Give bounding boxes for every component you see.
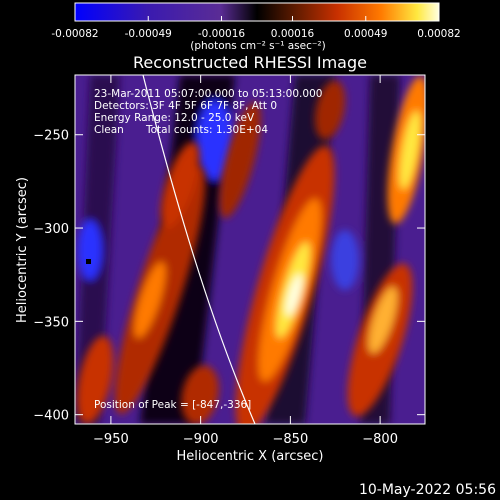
x-tick-label: −800 <box>362 432 398 447</box>
chart-title: Reconstructed RHESSI Image <box>133 53 367 72</box>
x-tick-label: −950 <box>93 432 129 447</box>
ridge-mid <box>219 101 261 219</box>
colorbar-ticks: -0.00082 -0.00049 -0.00016 0.00016 0.00049 0.… <box>51 16 461 40</box>
ridge-top-right <box>314 80 346 140</box>
ridge-center-left-core <box>134 261 166 339</box>
colorbar: -0.00082 -0.00049 -0.00016 0.00016 0.00049 0.… <box>51 2 461 52</box>
heatmap-blue-spot-1 <box>197 100 233 180</box>
footer-date: 10-May-2022 05:56 <box>359 482 496 498</box>
heatmap-blue-spot-2 <box>78 220 102 280</box>
y-axis-label: Heliocentric Y (arcsec) <box>15 177 30 323</box>
total-counts-label: Total counts: 1.30E+04 <box>145 124 268 136</box>
colorbar-tick-label: -0.00016 <box>198 28 246 40</box>
ridge-bottom-mid <box>181 365 219 424</box>
detectors-label: Detectors: 3F 4F 5F 6F 7F 8F, Att 0 <box>94 100 277 112</box>
ridge-bottom-left <box>76 335 114 424</box>
colorbar-bar <box>74 2 440 22</box>
solar-limb-curve <box>142 75 256 424</box>
annotations: 23-Mar-2011 05:07:00.000 to 05:13:00.000… <box>94 88 322 411</box>
energy-range-label: Energy Range: 12.0 - 25.0 keV <box>94 112 255 124</box>
x-axis-label: Heliocentric X (arcsec) <box>177 449 324 464</box>
colorbar-unit-label: (photons cm⁻² s⁻¹ asec⁻²) <box>190 40 325 52</box>
x-tick-label: −850 <box>273 432 309 447</box>
y-tick-label: −300 <box>33 222 69 237</box>
y-tick-label: −250 <box>33 129 69 144</box>
axis-ticks: −950 −900 −850 −800 −250 −300 −350 −400 <box>33 75 425 447</box>
ridge-main-peak <box>285 273 303 317</box>
colorbar-tick-label: -0.00049 <box>125 28 172 40</box>
pixel-marker <box>86 259 91 264</box>
plot-frame <box>74 74 426 425</box>
heatmap-ridges <box>76 76 425 424</box>
x-tick-label: −900 <box>183 432 219 447</box>
ridge-right-lower-core <box>368 286 398 354</box>
y-tick-label: −400 <box>33 409 69 424</box>
plot-area: −950 −900 −850 −800 −250 −300 −350 −400 <box>33 74 426 447</box>
heatmap-blue-spot-3 <box>331 230 359 290</box>
colorbar-tick-label: 0.00049 <box>344 28 387 40</box>
ridge-right-core <box>399 110 421 190</box>
algorithm-label: Clean <box>94 124 124 136</box>
ridge-top <box>160 141 200 229</box>
colorbar-tick-label: 0.00016 <box>271 28 315 40</box>
colorbar-tick-label: 0.00082 <box>417 28 460 40</box>
colorbar-tick-label: -0.00082 <box>51 28 98 40</box>
time-range-label: 23-Mar-2011 05:07:00.000 to 05:13:00.000 <box>94 88 322 100</box>
y-tick-label: −350 <box>33 315 69 330</box>
peak-position-label: Position of Peak = [-847,-336] <box>94 399 251 411</box>
